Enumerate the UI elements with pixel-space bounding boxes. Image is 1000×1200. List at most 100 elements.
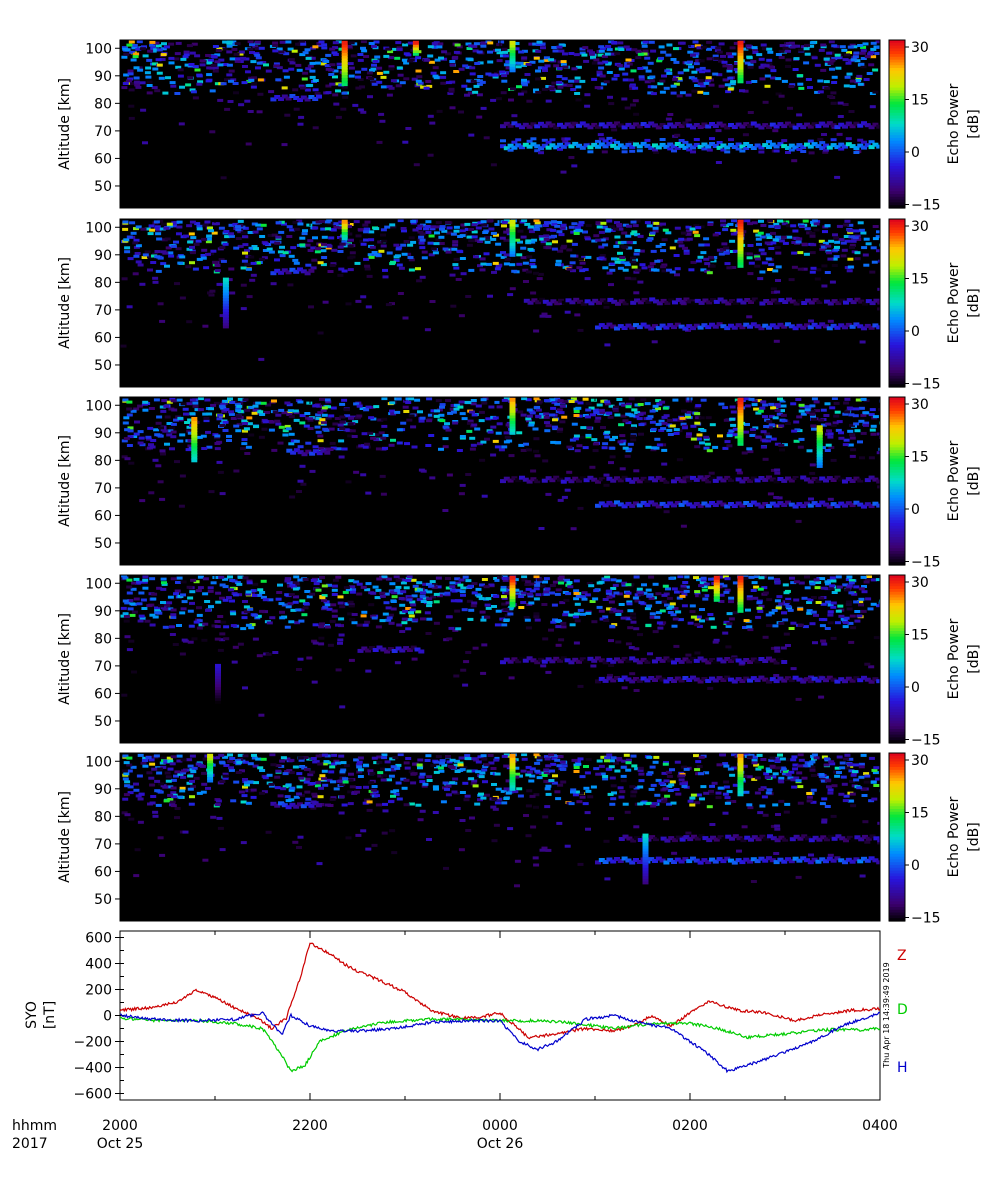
echo-cell [834,53,841,57]
spike-cell [737,397,744,402]
echo-cell [363,238,369,242]
echo-cell [275,597,282,601]
layer-cell [735,147,742,151]
layer-cell [762,323,769,328]
echo-cell [459,483,466,487]
colorbar-segment [889,319,905,324]
echo-cell [664,69,671,73]
echo-cell [655,592,662,596]
echo-cell [521,63,527,67]
echo-cell [684,412,691,416]
echo-cell [582,268,589,272]
layer-cell [743,122,750,127]
colorbar-segment [889,121,905,125]
echo-cell [827,95,834,98]
echo-cell [366,274,373,278]
layer-cell [804,323,810,328]
echo-cell [649,612,656,616]
echo-cell [777,219,783,223]
echo-cell [724,577,731,581]
layer-cell [599,298,606,303]
echo-cell [224,235,231,239]
echo-cell [790,581,797,585]
echo-cell [462,575,469,579]
echo-cell [283,52,290,56]
echo-cell [633,270,640,274]
echo-cell [863,411,870,415]
echo-cell [347,223,354,226]
echo-cell [625,421,632,425]
echo-cell [277,583,283,587]
layer-cell [602,139,609,143]
echo-cell [126,407,133,411]
layer-cell [788,502,795,507]
echo-cell [197,397,204,401]
layer-cell [621,475,628,480]
echo-cell [639,263,646,267]
echo-cell [751,80,758,83]
layer-cell [615,301,621,306]
echo-cell [326,583,332,587]
echo-cell [371,44,377,48]
layer-cell [690,145,696,150]
layer-cell [724,150,731,154]
colorbar-segment [889,235,905,240]
echo-cell [877,485,880,489]
echo-cell [645,445,652,449]
echo-cell [568,225,575,229]
echo-cell [485,597,492,601]
echo-cell [760,445,767,449]
echo-cell [481,494,488,498]
echo-cell [768,414,775,418]
echo-cell [263,63,269,67]
echo-cell [142,253,149,257]
echo-cell [235,237,242,240]
echo-cell [616,398,623,401]
echo-cell [363,408,370,412]
echo-cell [872,225,879,228]
layer-cell [534,124,541,129]
echo-cell [563,610,570,614]
echo-cell [554,224,561,228]
echo-cell [360,40,367,44]
echo-cell [827,586,834,590]
echo-cell [861,585,867,588]
echo-cell [525,62,532,66]
echo-cell [152,62,158,66]
echo-cell [703,81,710,85]
echo-cell [668,576,675,580]
echo-cell [501,602,508,606]
spike-cell [816,452,823,457]
layer-cell [785,322,791,327]
echo-cell [253,425,259,429]
colorbar-segment [889,475,905,479]
echo-cell [449,106,456,110]
echo-cell [826,429,832,433]
echo-cell [687,60,693,64]
echo-cell [222,242,229,246]
layer-cell [687,299,694,304]
echo-cell [644,607,651,611]
layer-cell [545,145,552,150]
layer-cell [690,125,696,130]
echo-cell [219,638,226,642]
spike-cell [509,230,516,235]
echo-cell [325,400,332,404]
echo-cell [854,619,861,623]
echo-cell [452,55,459,59]
echo-cell [614,235,621,239]
echo-cell [124,457,131,461]
layer-cell [633,501,639,506]
echo-cell [817,90,824,94]
echo-cell [197,408,204,412]
echo-cell [423,86,430,90]
spike-cell [509,43,516,48]
echo-cell [453,257,460,261]
echo-cell [694,44,701,48]
echo-cell [579,261,586,265]
echo-cell [467,91,474,95]
layer-cell [672,300,678,305]
colorbar-segment [889,503,905,507]
echo-cell [534,454,541,458]
echo-cell [582,397,589,401]
